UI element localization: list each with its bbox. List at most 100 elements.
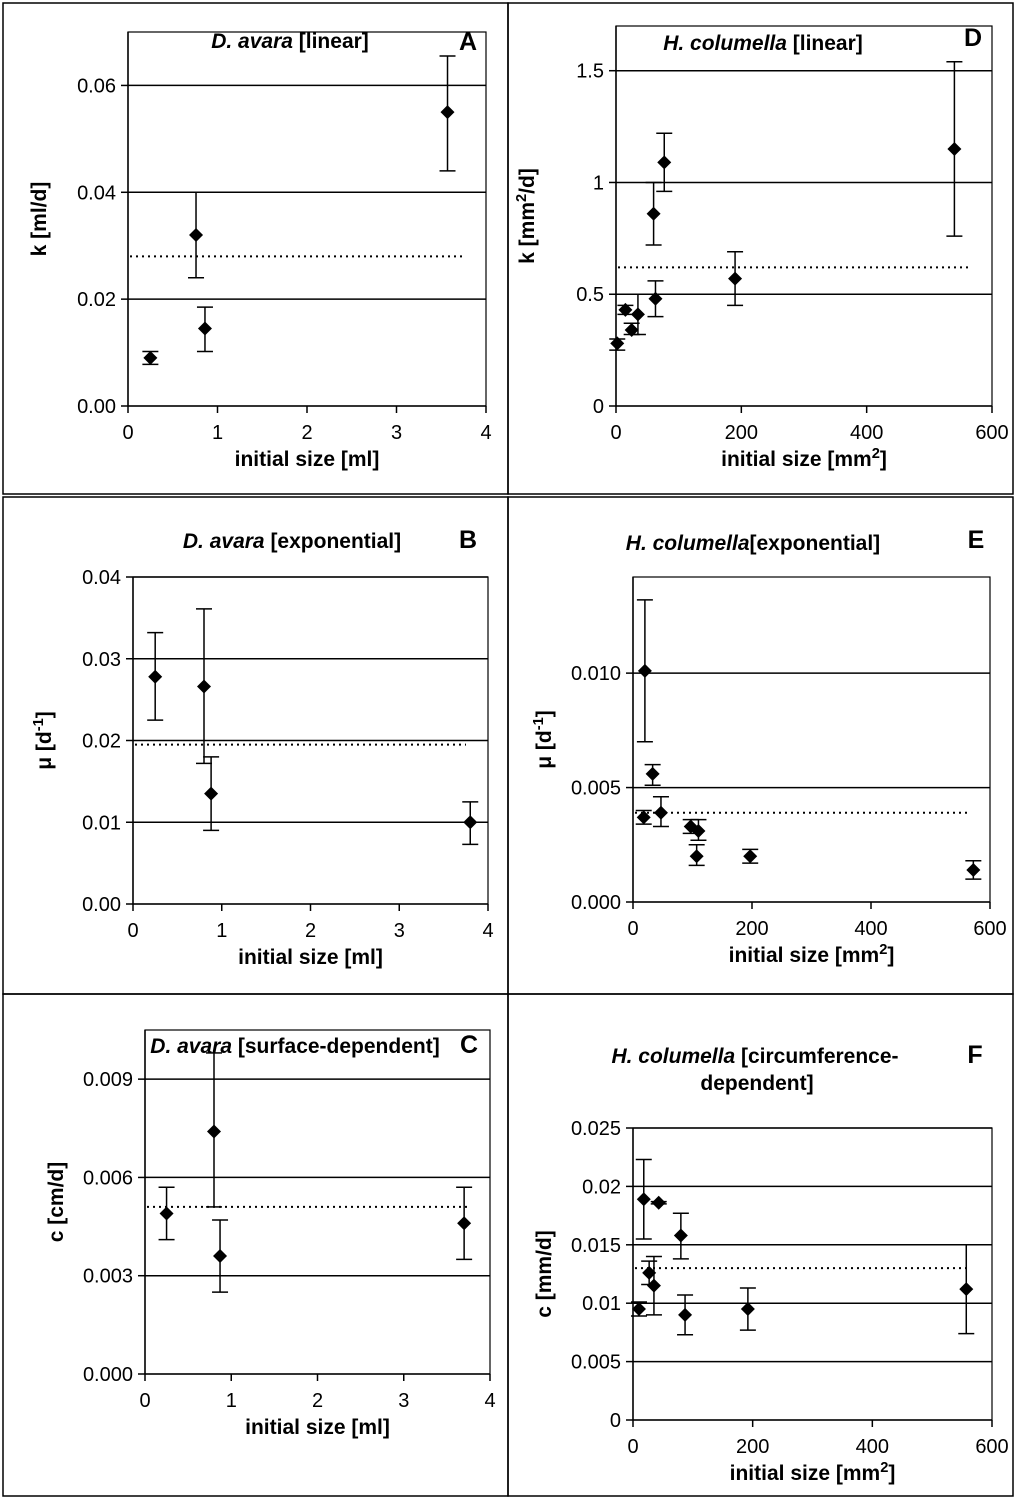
y-tick-label: 0.03 [82, 649, 121, 671]
y-tick-label: 0.025 [571, 1118, 621, 1140]
panel-border [507, 2, 1014, 495]
data-point [652, 795, 669, 828]
panel-letter: F [967, 1041, 982, 1069]
panel-c: 0.000 0.003 0.006 0.009 0 1 2 3 4 D. avara [surfa… [2, 993, 509, 1497]
x-tick-label: 200 [735, 918, 768, 940]
panel-b: 0.00 0.01 0.02 0.03 0.04 0 1 2 3 4 D. avara [expon… [2, 496, 509, 995]
panel-title-line2: dependent] [700, 1072, 813, 1095]
x-tick-label: 1 [212, 422, 223, 444]
y-tick-label: 1.5 [576, 61, 604, 83]
y-tick-label: 0.005 [571, 778, 621, 800]
data-point [727, 251, 744, 307]
panel-letter: C [460, 1031, 478, 1059]
diamond-marker [148, 669, 163, 684]
data-point [158, 1186, 175, 1241]
plot-area-frame [632, 1127, 993, 1421]
y-tick-label: 0.00 [77, 396, 116, 418]
data-point [629, 293, 646, 336]
plot-area-frame [144, 1029, 491, 1375]
data-point [644, 763, 661, 787]
diamond-marker [657, 155, 672, 170]
x-tick-label: 400 [856, 1436, 889, 1458]
data-point [196, 608, 212, 765]
diamond-marker [624, 323, 639, 337]
x-tick-label: 0 [122, 422, 133, 444]
x-axis-label: initial size [ml] [235, 448, 380, 471]
data-point [645, 1255, 662, 1316]
diamond-marker [197, 679, 211, 694]
data-point [462, 801, 479, 846]
data-point [742, 848, 759, 864]
panel-letter: D [964, 24, 982, 52]
y-tick-label: 0 [610, 1410, 621, 1432]
diamond-marker [743, 849, 758, 864]
plot-area-frame [127, 31, 487, 407]
data-point [647, 280, 664, 318]
panel-title: D. avara [linear] [211, 30, 369, 53]
data-point [635, 809, 652, 825]
diamond-marker [642, 1265, 657, 1280]
y-axis-label: c [mm/d] [533, 1230, 556, 1318]
data-point [656, 132, 673, 193]
data-point [630, 1301, 647, 1317]
data-point [188, 191, 205, 279]
data-point [677, 1294, 694, 1336]
diamond-marker [636, 1192, 651, 1207]
x-tick-label: 600 [975, 1436, 1008, 1458]
diamond-marker [728, 271, 743, 286]
y-tick-label: 0.06 [77, 75, 116, 97]
diamond-marker [689, 849, 704, 864]
data-point [439, 55, 456, 172]
diamond-marker [959, 1282, 974, 1297]
diamond-marker [691, 824, 706, 839]
diamond-marker [197, 321, 212, 336]
data-point [147, 631, 164, 721]
x-axis-label: initial size [mm2] [730, 1460, 896, 1485]
y-tick-label: 0.04 [77, 182, 116, 204]
diamond-marker [648, 291, 663, 306]
x-tick-label: 200 [736, 1436, 769, 1458]
y-tick-label: 0.02 [582, 1176, 621, 1198]
diamond-marker [636, 810, 651, 825]
plot-area-frame [615, 25, 993, 407]
x-tick-label: 0 [627, 1436, 638, 1458]
data-point [965, 860, 982, 880]
x-tick-label: 2 [305, 920, 316, 942]
x-tick-label: 2 [312, 1390, 323, 1412]
diamond-marker [637, 663, 652, 678]
diamond-marker [630, 307, 645, 322]
data-point [739, 1287, 756, 1331]
y-axis-label: k [mm2/d] [514, 168, 539, 264]
diamond-marker [653, 805, 668, 820]
y-tick-label: 0.01 [82, 812, 121, 834]
x-tick-label: 3 [391, 422, 402, 444]
diamond-marker [204, 786, 219, 801]
diamond-marker [189, 228, 204, 243]
panel-border [507, 993, 1014, 1497]
data-point [672, 1212, 689, 1260]
diamond-marker [651, 1195, 666, 1210]
diamond-marker [631, 1302, 646, 1317]
diamond-marker [947, 141, 962, 156]
y-tick-label: 0.04 [82, 567, 121, 589]
y-tick-label: 0.02 [82, 731, 121, 753]
panel-f: 0 0.005 0.01 0.015 0.02 0.025 0 200 400 600 H. col… [507, 993, 1014, 1497]
panel-letter: A [459, 28, 477, 56]
x-tick-label: 4 [480, 422, 491, 444]
data-point [645, 181, 662, 246]
y-tick-label: 0.00 [82, 894, 121, 916]
y-axis-label: μ [d-1] [31, 711, 56, 770]
diamond-marker [645, 766, 660, 781]
x-tick-label: 600 [975, 422, 1008, 444]
y-axis-label: k [ml/d] [28, 182, 51, 257]
data-point [203, 756, 220, 832]
diamond-marker [740, 1302, 755, 1317]
diamond-marker [646, 206, 661, 221]
y-tick-label: 0.5 [576, 284, 604, 306]
x-tick-label: 4 [482, 920, 493, 942]
y-tick-label: 0.000 [83, 1364, 133, 1386]
diamond-marker [673, 1228, 688, 1243]
y-tick-label: 0.02 [77, 289, 116, 311]
data-point [688, 844, 705, 867]
data-point [635, 1158, 652, 1240]
